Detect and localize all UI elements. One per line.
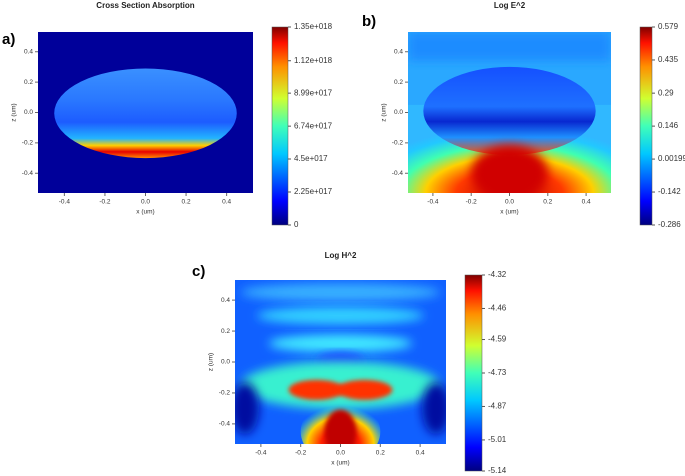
field-hot: [288, 379, 345, 400]
colorbar-tick-label: 4.5e+017: [294, 154, 328, 163]
colorbar: [464, 274, 483, 472]
colorbar-tick-label: -0.286: [658, 220, 681, 229]
colorbar-tick-label: 8.99e+017: [294, 88, 333, 97]
field-dark: [235, 382, 259, 435]
x-tick-label: 0.2: [376, 450, 385, 457]
x-tick-label: 0.0: [505, 199, 514, 206]
y-axis-label: z (um): [208, 353, 215, 371]
field-hot-core: [471, 145, 548, 193]
colorbar-tick-label: -4.59: [488, 335, 507, 344]
heatmap: [235, 280, 446, 444]
x-tick-label: 0.0: [141, 199, 150, 206]
x-axis-label: x (um): [331, 460, 349, 467]
x-tick-label: -0.4: [255, 450, 267, 457]
x-tick-label: 0.2: [543, 199, 552, 206]
colorbar-tick-label: -0.142: [658, 187, 681, 196]
x-tick-label: -0.2: [99, 199, 111, 206]
x-tick-label: 0.0: [336, 450, 345, 457]
panel-label: c): [192, 263, 205, 280]
y-tick-label: 0.0: [221, 359, 230, 366]
field-dark: [422, 382, 446, 435]
field-hot: [336, 379, 393, 400]
heatmap: [408, 32, 611, 193]
field-band: [256, 306, 425, 325]
y-tick-label: 0.4: [221, 297, 230, 304]
field-region: [54, 68, 237, 159]
x-tick-label: -0.4: [59, 199, 71, 206]
colorbar-tick-label: 1.12e+018: [294, 56, 333, 65]
y-tick-label: 0.0: [394, 109, 403, 116]
colorbar-tick-label: -4.46: [488, 304, 507, 313]
y-tick-label: -0.4: [22, 170, 34, 177]
panel-label: a): [2, 31, 15, 48]
colorbar-tick-label: 6.74e+017: [294, 121, 333, 130]
y-tick-label: 0.2: [221, 328, 230, 335]
y-tick-label: 0.0: [24, 109, 33, 116]
colorbar-tick-label: -5.01: [488, 435, 507, 444]
y-tick-label: 0.2: [24, 79, 33, 86]
chart-title: Cross Section Absorption: [96, 1, 194, 10]
field-band: [240, 283, 441, 302]
colorbar-tick-label: 0.579: [658, 22, 679, 31]
y-tick-label: -0.4: [219, 421, 231, 428]
x-tick-label: 0.2: [182, 199, 191, 206]
colorbar-tick-label: 0.435: [658, 55, 679, 64]
colorbar: [271, 26, 289, 226]
colorbar-tick-label: -4.32: [488, 270, 507, 279]
x-axis-label: x (um): [500, 209, 518, 216]
colorbar-tick-label: 0.146: [658, 121, 679, 130]
x-axis-label: x (um): [136, 209, 154, 216]
heatmap: [38, 32, 253, 193]
colorbar-tick-label: -4.73: [488, 368, 507, 377]
x-tick-label: -0.2: [466, 199, 478, 206]
y-tick-label: 0.4: [394, 48, 403, 55]
field-band: [268, 334, 413, 353]
field-hot-core: [324, 409, 357, 444]
x-tick-label: 0.4: [416, 450, 425, 457]
field-band: [408, 32, 611, 61]
y-tick-label: -0.2: [392, 140, 404, 147]
colorbar-tick-label: 0.29: [658, 88, 674, 97]
colorbar-tick-label: -5.14: [488, 466, 507, 475]
field-region: [423, 66, 596, 156]
colorbar-tick-label: 1.35e+018: [294, 22, 333, 31]
x-tick-label: -0.2: [295, 450, 307, 457]
x-tick-label: 0.4: [582, 199, 591, 206]
y-tick-label: 0.4: [24, 48, 33, 55]
chart-title: Log H^2: [325, 251, 357, 260]
y-tick-label: -0.2: [22, 140, 34, 147]
y-axis-label: z (um): [11, 103, 18, 121]
colorbar-tick-label: 0: [294, 220, 299, 229]
panel-label: b): [362, 13, 376, 30]
x-tick-label: -0.4: [427, 199, 439, 206]
colorbar-tick-label: -4.87: [488, 402, 507, 411]
colorbar-tick-label: 2.25e+017: [294, 187, 333, 196]
y-tick-label: -0.2: [219, 390, 231, 397]
y-tick-label: -0.4: [392, 170, 404, 177]
colorbar: [639, 26, 653, 226]
y-tick-label: 0.2: [394, 79, 403, 86]
colorbar-tick-label: 0.00199: [658, 154, 685, 163]
y-axis-label: z (um): [381, 103, 388, 121]
chart-title: Log E^2: [494, 1, 526, 10]
x-tick-label: 0.4: [222, 199, 231, 206]
